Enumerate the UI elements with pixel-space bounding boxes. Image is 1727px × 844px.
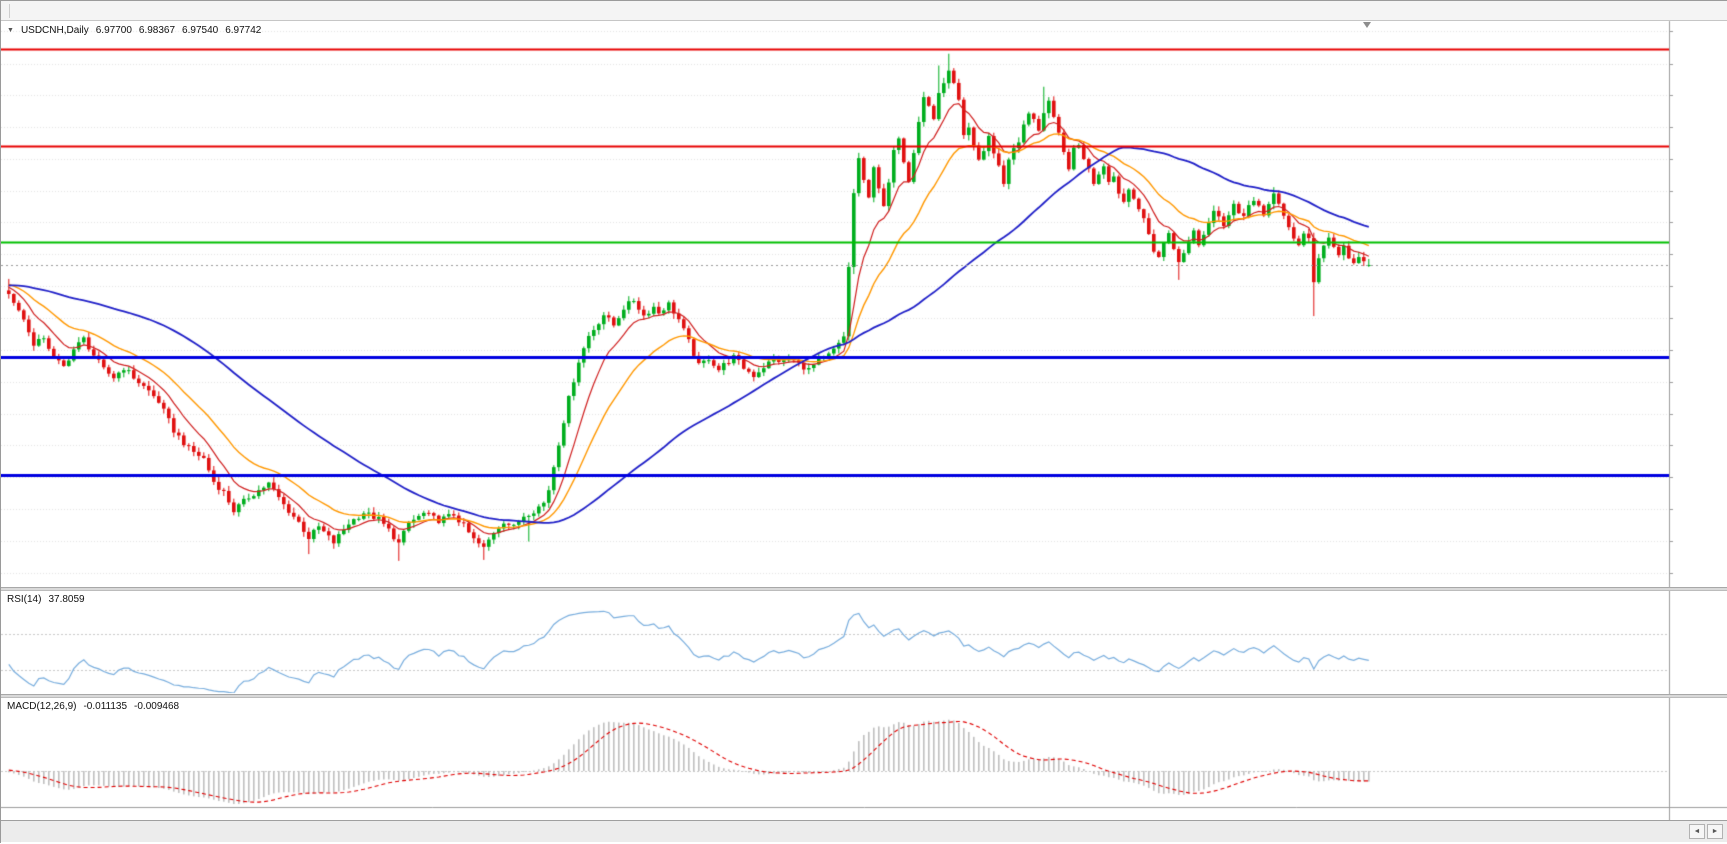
macd-main-value: -0.011135: [83, 701, 128, 712]
macd-signal-value: -0.009468: [134, 701, 180, 712]
toolbar-separator: [9, 3, 10, 18]
tab-scroll-buttons: ◄ ►: [1689, 821, 1727, 842]
chart-shift-marker[interactable]: [1363, 22, 1371, 28]
low-value: 6.97540: [182, 25, 219, 36]
symbol-label: USDCNH,Daily: [20, 25, 89, 36]
macd-label: MACD(12,26,9): [7, 701, 77, 712]
panel-separator-macd[interactable]: [1, 694, 1727, 698]
rsi-label: RSI(14): [7, 594, 42, 605]
chart-tab-bar: ◄ ►: [1, 820, 1727, 842]
tab-scroll-left-button[interactable]: ◄: [1689, 824, 1705, 839]
high-value: 6.98367: [138, 25, 176, 36]
open-value: 6.97700: [95, 25, 132, 36]
macd-header: MACD(12,26,9) -0.011135 -0.009468: [7, 701, 179, 712]
panel-separator-rsi[interactable]: [1, 587, 1727, 591]
symbol-dropdown-icon[interactable]: ▼: [7, 27, 14, 34]
chart-tabs: [1, 821, 3, 842]
rsi-value: 37.8059: [48, 594, 85, 605]
tab-scroll-right-button[interactable]: ►: [1707, 824, 1723, 839]
close-value: 6.97742: [225, 25, 262, 36]
rsi-header: RSI(14) 37.8059: [7, 594, 85, 605]
top-toolbar: [1, 1, 1727, 21]
chart-ohlc-header: ▼ USDCNH,Daily 6.97700 6.98367 6.97540 6…: [7, 25, 261, 36]
